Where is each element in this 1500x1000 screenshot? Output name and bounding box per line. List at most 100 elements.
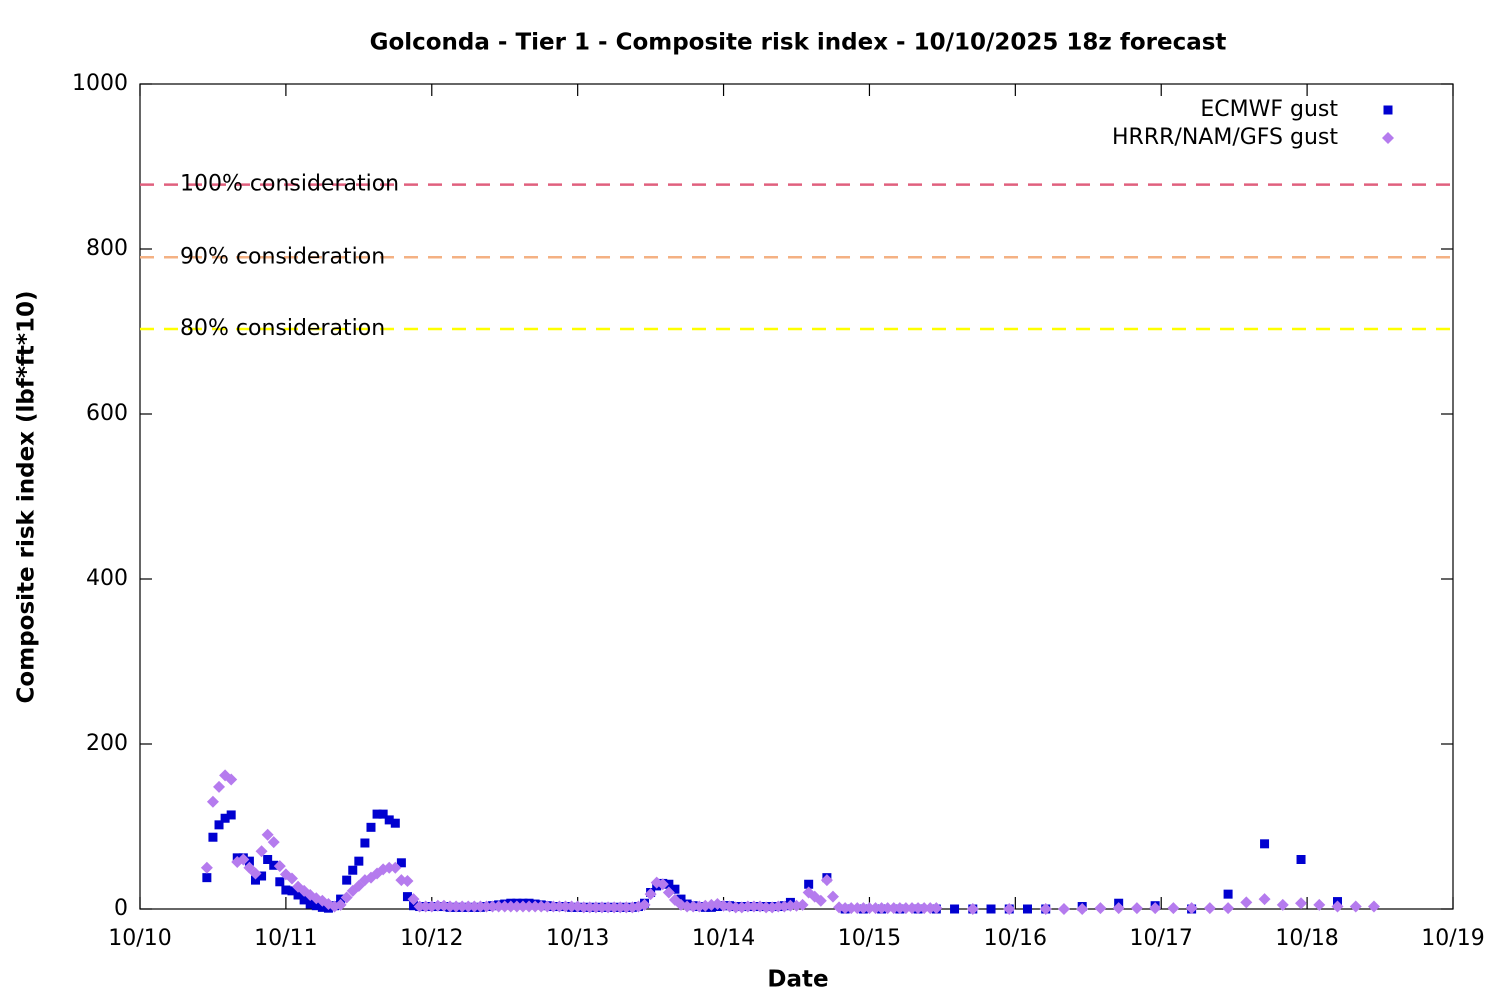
point — [220, 813, 230, 823]
point — [269, 860, 279, 870]
point — [656, 878, 669, 891]
point — [255, 845, 268, 858]
y-tick-label: 0 — [114, 896, 128, 921]
point — [468, 900, 481, 913]
point — [516, 900, 529, 913]
point — [200, 861, 213, 874]
point — [881, 902, 894, 915]
point — [772, 900, 785, 913]
x-tick-label: 10/12 — [400, 926, 463, 951]
point — [249, 867, 262, 880]
point — [334, 898, 347, 911]
point — [729, 901, 742, 914]
point — [419, 900, 432, 913]
point — [389, 861, 402, 874]
point — [409, 901, 419, 911]
point — [918, 902, 931, 915]
y-tick-label: 800 — [86, 236, 128, 261]
x-axis-title: Date — [767, 967, 828, 993]
point — [480, 900, 493, 913]
chart-title: Golconda - Tier 1 - Composite risk index… — [370, 30, 1227, 56]
point — [820, 874, 833, 887]
point — [202, 873, 212, 883]
point — [474, 900, 487, 913]
point — [1349, 900, 1362, 913]
point — [912, 902, 925, 915]
x-tick-label: 10/13 — [546, 926, 609, 951]
point — [1185, 902, 1198, 915]
point — [293, 890, 303, 900]
point — [360, 838, 370, 848]
point — [541, 900, 554, 913]
point — [620, 901, 633, 914]
x-tick-label: 10/10 — [108, 926, 171, 951]
point — [244, 856, 254, 866]
point — [966, 903, 979, 915]
point — [384, 815, 394, 825]
point — [413, 900, 426, 913]
point — [510, 900, 523, 913]
point — [1094, 902, 1107, 915]
point — [1367, 900, 1380, 913]
point — [869, 902, 882, 915]
point — [986, 904, 996, 914]
point — [456, 900, 469, 913]
point — [431, 899, 444, 912]
point — [875, 902, 888, 915]
x-tick-label: 10/16 — [984, 926, 1047, 951]
x-tick-label: 10/18 — [1275, 926, 1338, 951]
point — [638, 898, 651, 911]
point — [305, 899, 315, 909]
point — [267, 836, 280, 849]
point — [529, 900, 542, 913]
point — [670, 884, 680, 894]
point — [390, 818, 400, 828]
point — [814, 894, 827, 907]
point — [444, 900, 457, 913]
point — [281, 885, 291, 895]
threshold-label: 80% consideration — [180, 316, 385, 341]
point — [225, 773, 238, 786]
point — [857, 902, 870, 915]
point — [1296, 855, 1306, 864]
point — [492, 900, 505, 913]
point — [608, 901, 621, 914]
point — [287, 886, 297, 896]
x-tick-label: 10/11 — [254, 926, 317, 951]
point — [905, 902, 918, 915]
point — [263, 855, 273, 864]
point — [553, 900, 566, 913]
y-tick-label: 600 — [86, 401, 128, 426]
point — [1022, 904, 1032, 914]
point — [407, 893, 420, 906]
point — [348, 865, 358, 875]
point — [311, 901, 321, 911]
point — [486, 900, 499, 913]
point — [1203, 902, 1216, 915]
point — [523, 900, 536, 913]
point — [340, 891, 353, 904]
point — [863, 902, 876, 915]
point — [208, 832, 218, 842]
point — [237, 853, 250, 866]
point — [342, 875, 352, 885]
point — [504, 900, 517, 913]
point — [383, 861, 396, 874]
point — [1039, 903, 1052, 915]
legend-label: HRRR/NAM/GFS gust — [1112, 125, 1338, 150]
point — [950, 904, 960, 914]
point — [1076, 903, 1089, 915]
point — [1276, 898, 1289, 911]
point — [226, 810, 236, 820]
point — [1258, 893, 1271, 906]
point — [899, 902, 912, 915]
point — [583, 901, 596, 914]
point — [924, 902, 937, 915]
point — [1223, 889, 1233, 899]
point — [450, 900, 463, 913]
x-tick-label: 10/15 — [838, 926, 901, 951]
y-tick-label: 1000 — [72, 71, 128, 96]
point — [213, 780, 226, 793]
point — [257, 871, 267, 881]
legend-marker — [1382, 132, 1394, 144]
